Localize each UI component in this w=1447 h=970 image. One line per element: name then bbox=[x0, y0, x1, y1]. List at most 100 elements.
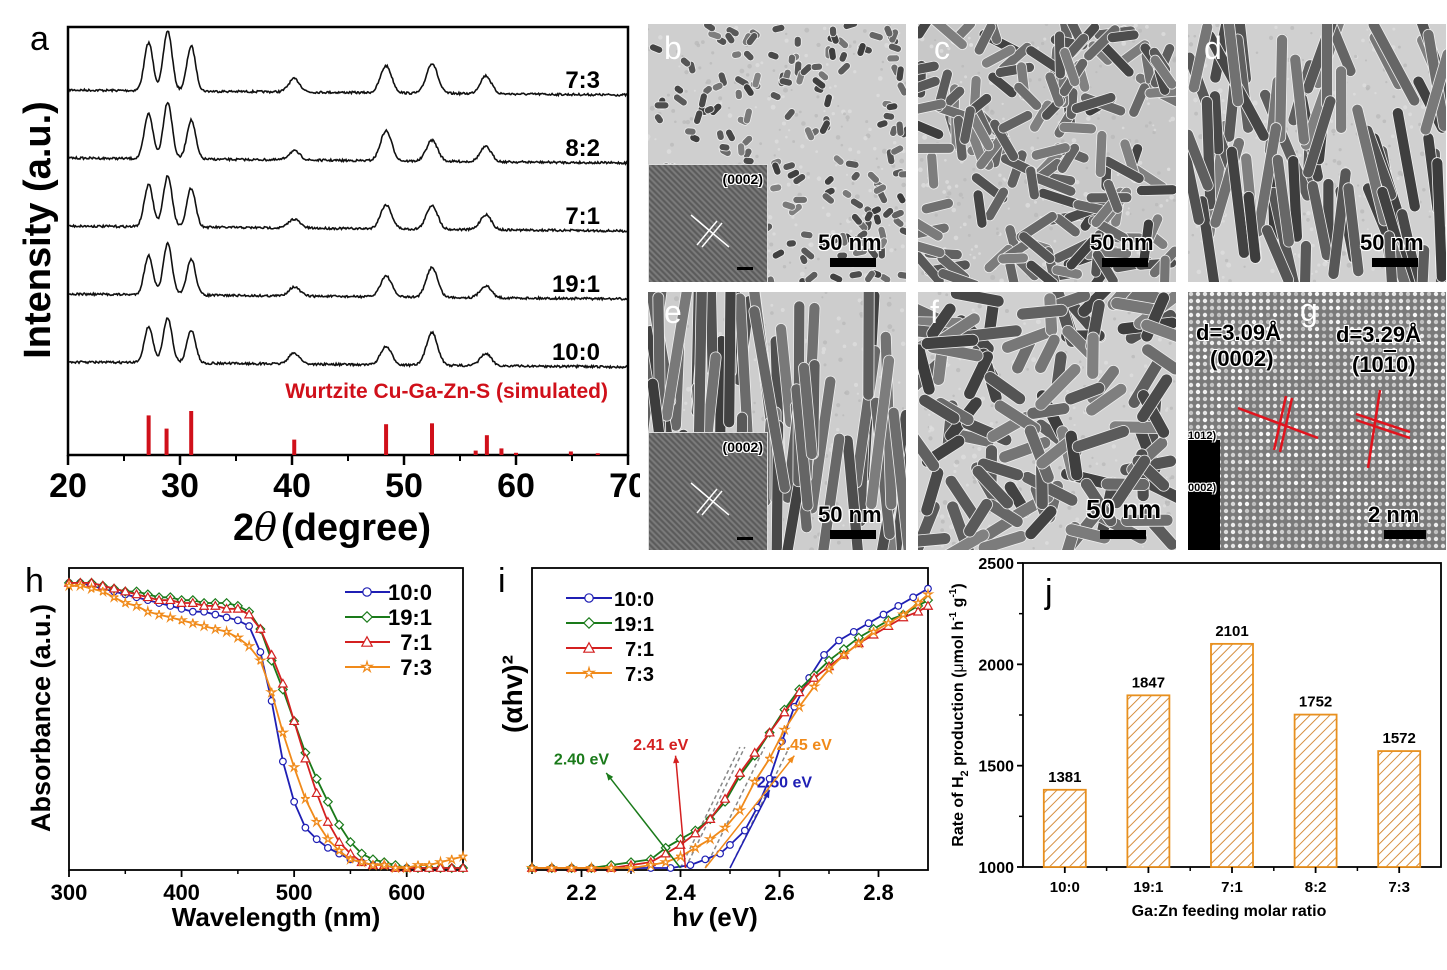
nanorod bbox=[1030, 142, 1071, 161]
atom-column bbox=[1384, 396, 1390, 402]
atom-column bbox=[1258, 459, 1264, 465]
atom-column bbox=[1223, 319, 1229, 325]
atom-column bbox=[1251, 501, 1257, 507]
fringe-line bbox=[711, 433, 767, 490]
tem-noise bbox=[839, 222, 842, 226]
fringe-line bbox=[649, 446, 753, 550]
tem-noise bbox=[808, 243, 811, 247]
atom-column bbox=[1419, 298, 1425, 304]
atom-column bbox=[1412, 354, 1418, 360]
fringe-line bbox=[649, 497, 702, 550]
atom-column bbox=[1321, 445, 1327, 451]
tem-noise bbox=[969, 43, 974, 47]
atom-column bbox=[1307, 438, 1313, 444]
nanorod bbox=[1342, 182, 1365, 278]
h2-x-tick-label: 7:1 bbox=[1221, 879, 1243, 896]
panel-label-d: d bbox=[1204, 30, 1222, 66]
atom-column bbox=[1384, 292, 1390, 297]
atom-column bbox=[1195, 333, 1201, 339]
tem-noise bbox=[1375, 114, 1381, 119]
atom-column bbox=[1244, 319, 1250, 325]
atom-column bbox=[1335, 431, 1341, 437]
tem-noise bbox=[881, 60, 885, 64]
nanorod bbox=[895, 120, 905, 137]
atom-column bbox=[1195, 403, 1201, 409]
atom-column bbox=[1272, 298, 1278, 304]
atom-column bbox=[1223, 494, 1229, 500]
atom-column bbox=[1363, 396, 1369, 402]
tem-noise bbox=[821, 296, 824, 299]
atom-column bbox=[1349, 459, 1355, 465]
atom-column bbox=[1265, 298, 1271, 304]
tem-noise bbox=[875, 157, 878, 160]
atom-column bbox=[1251, 403, 1257, 409]
atom-column bbox=[1202, 375, 1208, 381]
atom-column bbox=[1398, 417, 1404, 423]
bar-7-1 bbox=[1210, 642, 1254, 868]
nanorod bbox=[1188, 128, 1214, 192]
fringe-line bbox=[717, 433, 767, 484]
atom-column bbox=[1384, 438, 1390, 444]
atom-column bbox=[1412, 292, 1418, 297]
tem-noise bbox=[772, 69, 776, 72]
nanorod bbox=[1044, 71, 1065, 108]
atom-column bbox=[1426, 396, 1432, 402]
atom-column bbox=[1314, 431, 1320, 437]
atom-column bbox=[1342, 501, 1348, 507]
atom-column bbox=[1314, 347, 1320, 353]
tem-noise bbox=[853, 382, 859, 387]
atom-column bbox=[1286, 466, 1292, 472]
nanorod bbox=[989, 118, 1019, 162]
atom-column bbox=[1342, 361, 1348, 367]
nanorod bbox=[865, 354, 895, 511]
fringe-line bbox=[723, 165, 767, 210]
fringe-line bbox=[735, 165, 767, 198]
tem-noise bbox=[825, 63, 829, 66]
atom-column bbox=[1216, 431, 1222, 437]
atom-column bbox=[1370, 466, 1376, 472]
plane-label-1: (0002) bbox=[1210, 346, 1274, 371]
atom-column bbox=[1342, 466, 1348, 472]
atom-column bbox=[1377, 480, 1383, 486]
tem-noise bbox=[965, 483, 969, 487]
atom-column bbox=[1405, 382, 1411, 388]
tem-noise bbox=[1366, 228, 1369, 231]
atom-column bbox=[1335, 487, 1341, 493]
atom-column bbox=[1335, 410, 1341, 416]
atom-column bbox=[1335, 312, 1341, 318]
nanorod bbox=[660, 292, 700, 422]
nanorod bbox=[673, 84, 685, 95]
atom-column bbox=[1286, 326, 1292, 332]
star-marker bbox=[824, 662, 834, 675]
atom-column bbox=[1349, 305, 1355, 311]
atom-column bbox=[1426, 529, 1432, 535]
star-marker bbox=[300, 792, 311, 805]
atom-column bbox=[1349, 501, 1355, 507]
nanorod bbox=[850, 171, 861, 182]
nanorod bbox=[1056, 142, 1081, 174]
atom-column bbox=[1244, 396, 1250, 402]
atom-column bbox=[1237, 529, 1243, 535]
atom-column bbox=[1356, 473, 1362, 479]
atom-column bbox=[1363, 298, 1369, 304]
tem-noise bbox=[767, 96, 771, 101]
atom-column bbox=[1419, 445, 1425, 451]
atom-column bbox=[1265, 389, 1271, 395]
tem-noise bbox=[1268, 35, 1274, 40]
atom-column bbox=[1216, 368, 1222, 374]
tem-noise bbox=[794, 113, 799, 117]
fringe-line bbox=[708, 165, 767, 225]
tem-noise bbox=[967, 214, 972, 219]
atom-column bbox=[1258, 508, 1264, 514]
fringe-line bbox=[672, 165, 767, 261]
nanorod bbox=[848, 270, 863, 280]
tem-noise bbox=[1122, 404, 1126, 408]
star-marker bbox=[644, 858, 658, 871]
atom-column bbox=[1265, 382, 1271, 388]
atom-column bbox=[1307, 536, 1313, 542]
atom-column bbox=[1342, 403, 1348, 409]
atom-column bbox=[1300, 319, 1306, 325]
atom-column bbox=[1349, 424, 1355, 430]
atom-column bbox=[1328, 298, 1334, 304]
atom-column bbox=[1314, 417, 1320, 423]
